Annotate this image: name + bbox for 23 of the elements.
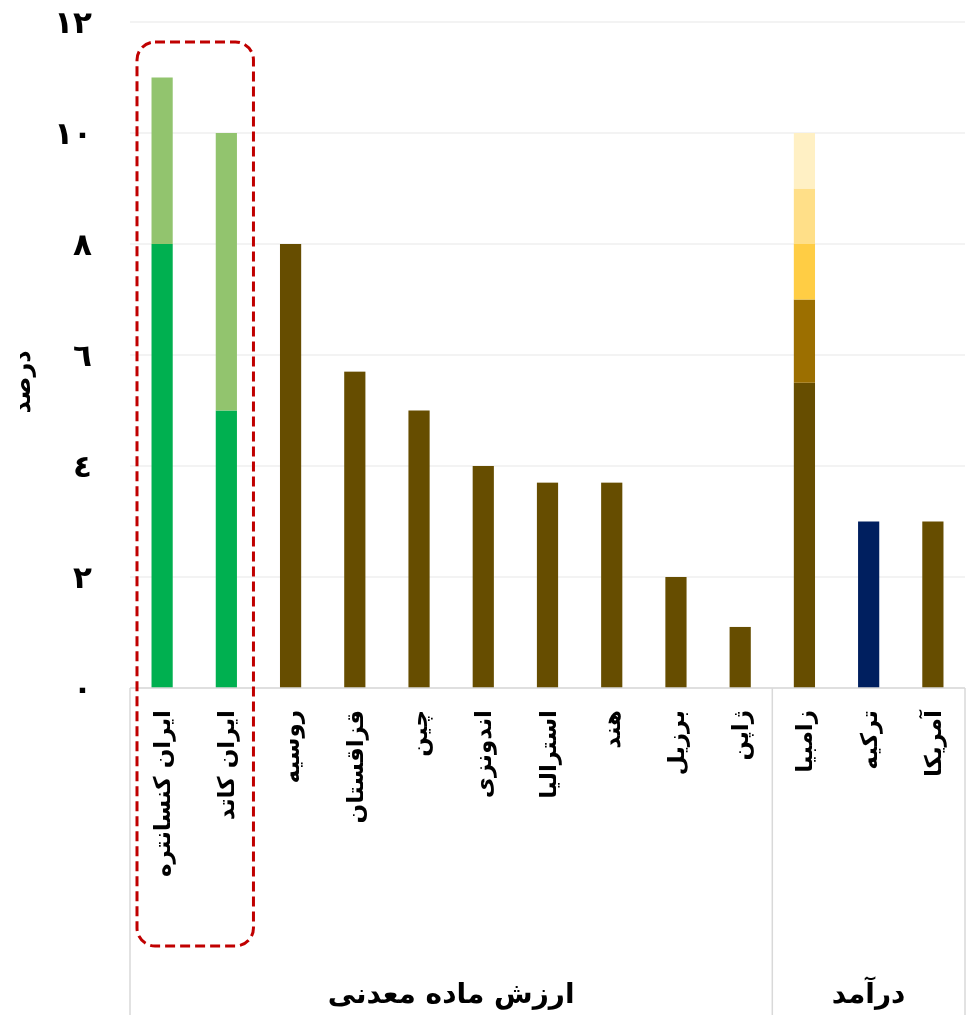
x-tick-label: ایران کاتد — [213, 710, 240, 821]
x-tick-label: ایران کنسانتره — [149, 710, 176, 878]
y-tick-label: ١٠ — [54, 115, 92, 151]
y-tick-label: ٠ — [73, 670, 92, 706]
x-tick-label: استرالیا — [534, 710, 561, 799]
x-tick-label: ترکیه — [855, 710, 882, 770]
annotation: ارزش ماده معدنی — [327, 976, 575, 1010]
y-tick-label: ١٢ — [54, 4, 92, 40]
y-label: درصد — [8, 350, 36, 414]
x-tick-label: چین — [406, 710, 433, 757]
x-tick-label: ژاپن — [727, 710, 754, 761]
y-tick-label: ٨ — [73, 226, 92, 262]
y-tick-label: ٤ — [73, 448, 92, 484]
x-tick-label: قزاقستان — [341, 710, 368, 824]
annotation: درآمد — [831, 976, 906, 1010]
x-tick-label: برزیل — [662, 710, 689, 776]
y-tick-label: ٦ — [73, 337, 92, 373]
x-tick-label: هند — [598, 710, 625, 749]
x-tick-label: اندونزی — [470, 710, 497, 799]
x-tick-label: زامبیا — [791, 710, 818, 773]
x-tick-label: آمریکا — [919, 710, 946, 778]
x-tick-label: روسیه — [277, 710, 304, 784]
y-tick-label: ٢ — [73, 559, 92, 595]
